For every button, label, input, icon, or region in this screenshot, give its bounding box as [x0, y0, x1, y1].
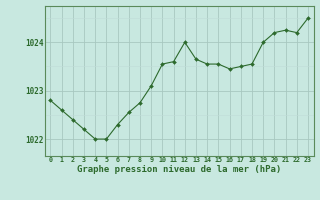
X-axis label: Graphe pression niveau de la mer (hPa): Graphe pression niveau de la mer (hPa) [77, 165, 281, 174]
